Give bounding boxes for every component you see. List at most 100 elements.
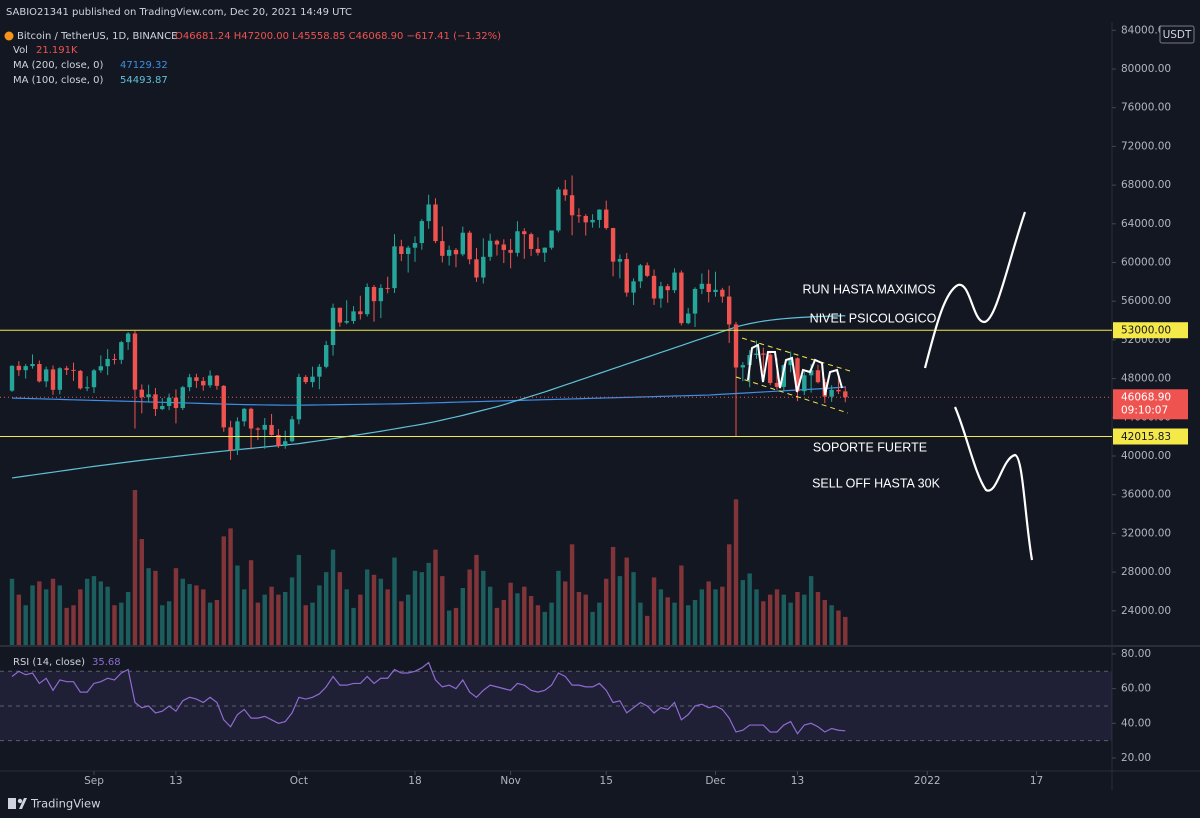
volume-bar <box>344 589 349 645</box>
candle-body <box>754 353 759 355</box>
channel-bottom <box>735 376 849 414</box>
volume-bar <box>180 578 185 645</box>
volume-bar <box>351 607 356 645</box>
volume-bar <box>105 586 110 645</box>
last-price-tag <box>1113 389 1188 420</box>
volume-bar <box>194 585 199 645</box>
x-tick-label: Sep <box>84 775 104 787</box>
candle-body <box>569 195 575 216</box>
volume-bar <box>645 615 650 645</box>
volume-bar <box>515 593 520 645</box>
volume-bar <box>815 592 821 645</box>
volume-bar <box>23 605 28 645</box>
volume-bar <box>412 570 418 645</box>
volume-bar <box>228 528 233 645</box>
volume-bar <box>255 602 261 645</box>
candle-body <box>180 387 185 409</box>
candle-body <box>795 358 800 392</box>
volume-bar <box>214 599 220 645</box>
candle-body <box>815 370 821 383</box>
volume-bar <box>91 576 97 645</box>
candle-body <box>446 249 452 256</box>
volume-bar <box>501 599 506 645</box>
volume-bar <box>296 554 302 645</box>
volume-bar <box>487 586 493 645</box>
volume-bar <box>166 601 172 645</box>
candle-body <box>371 286 377 302</box>
volume-bar <box>802 594 807 645</box>
candle-body <box>440 241 445 256</box>
candle-body <box>617 259 623 262</box>
candle-body <box>720 289 725 297</box>
candle-body <box>310 376 315 383</box>
x-tick-label: Dec <box>705 775 726 787</box>
candle-body <box>119 342 124 360</box>
level-tag <box>1113 322 1188 339</box>
y-tick-label: 68000.00 <box>1121 179 1171 191</box>
volume-bar <box>494 607 500 645</box>
volume-legend: Vol <box>13 45 28 56</box>
volume-bar <box>747 573 752 645</box>
rsi-legend-value: 35.68 <box>92 657 121 668</box>
drawings <box>735 211 1034 561</box>
candle-body <box>501 244 506 250</box>
volume-bar <box>774 589 780 645</box>
candle-body <box>16 365 22 371</box>
volume-bar <box>808 576 814 645</box>
candle-body <box>638 265 643 282</box>
level-tag <box>1113 428 1188 445</box>
candle-body <box>843 391 848 398</box>
candle-body <box>378 287 384 302</box>
volume-bar <box>173 568 179 645</box>
candle-body <box>726 296 732 325</box>
volume-bar <box>153 570 158 645</box>
ohlc-label: O46681.24 H47200.00 L45558.85 C46068.90 … <box>175 31 501 42</box>
y-tick-label: 64000.00 <box>1121 218 1171 230</box>
candle-body <box>112 358 117 360</box>
y-tick-label: 28000.00 <box>1121 566 1171 578</box>
volume-bar <box>43 589 49 645</box>
candle-body <box>399 246 404 254</box>
volume-bar <box>262 594 267 645</box>
candle-body <box>276 435 281 447</box>
bull-scenario <box>923 211 1027 369</box>
candle-body <box>604 209 609 229</box>
volume-bar <box>631 572 636 645</box>
volume-bar <box>467 569 472 645</box>
rsi-tick-label: 40.00 <box>1121 717 1151 729</box>
volume-bar <box>125 592 131 645</box>
candle-body <box>761 353 766 355</box>
candle-body <box>262 424 267 430</box>
candle-body <box>269 424 274 436</box>
candle-body <box>214 375 220 386</box>
candle-body <box>139 389 144 398</box>
candle-body <box>679 272 684 324</box>
candle-body <box>283 441 288 447</box>
candle-body <box>23 366 28 371</box>
volume-bar <box>699 589 705 645</box>
volume-bar <box>303 605 308 645</box>
volume-bar <box>836 610 841 645</box>
x-tick-label: 2022 <box>914 775 941 787</box>
volume-bar <box>740 580 746 645</box>
level-label: 42015.83 <box>1121 431 1171 443</box>
volume-bar <box>617 576 623 645</box>
x-tick-label: 13 <box>791 775 804 787</box>
candle-body <box>358 311 363 315</box>
candle-body <box>651 275 657 299</box>
candle-body <box>433 204 438 242</box>
volume-bar <box>651 577 657 645</box>
candle-body <box>535 248 541 253</box>
candle-body <box>160 405 165 410</box>
volume-bar <box>276 594 281 645</box>
volume-bar <box>453 607 459 645</box>
candle-body <box>351 311 356 322</box>
volume-bar <box>385 589 390 645</box>
volume-bar <box>324 572 329 645</box>
candle-body <box>665 286 670 291</box>
candle-body <box>522 231 527 235</box>
candle-body <box>808 370 814 376</box>
volume-bar <box>549 602 554 645</box>
candle-body <box>132 333 138 390</box>
volume-bar <box>754 589 759 645</box>
